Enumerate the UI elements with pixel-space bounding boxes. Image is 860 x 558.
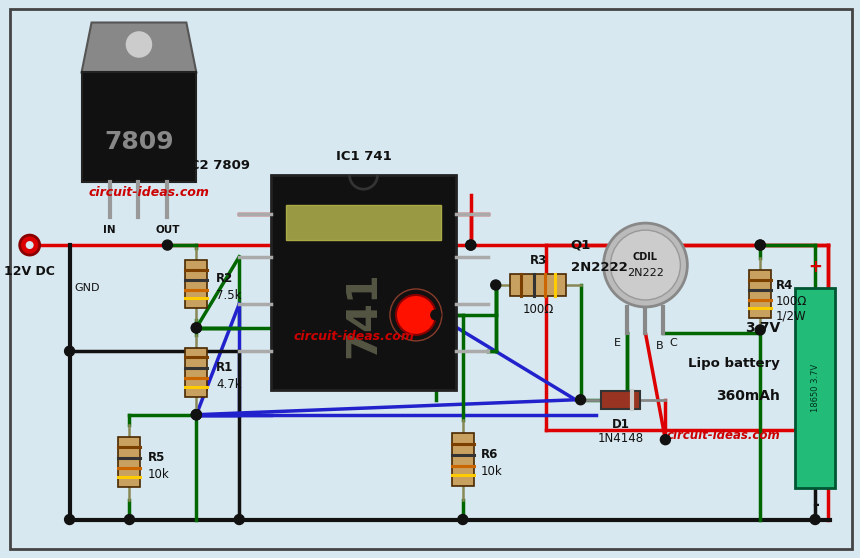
Circle shape bbox=[810, 514, 820, 525]
Text: R1: R1 bbox=[217, 361, 234, 374]
Text: IC2 7809: IC2 7809 bbox=[186, 158, 250, 172]
Bar bbox=[186, 348, 207, 397]
Circle shape bbox=[755, 240, 765, 250]
Bar bbox=[271, 175, 456, 390]
Text: R3: R3 bbox=[530, 254, 547, 267]
Text: 18650 3.7V: 18650 3.7V bbox=[811, 364, 820, 412]
Text: +: + bbox=[808, 258, 822, 276]
Circle shape bbox=[431, 310, 441, 320]
Bar bbox=[600, 391, 641, 409]
Circle shape bbox=[491, 280, 501, 290]
Bar bbox=[186, 260, 207, 307]
Circle shape bbox=[26, 241, 34, 249]
Text: 100Ω: 100Ω bbox=[777, 295, 808, 309]
Text: E: E bbox=[614, 338, 621, 348]
Circle shape bbox=[604, 223, 687, 307]
Bar bbox=[796, 288, 835, 488]
Circle shape bbox=[64, 346, 75, 356]
Text: R5: R5 bbox=[147, 451, 165, 464]
Text: 10k: 10k bbox=[147, 468, 169, 480]
Text: GND: GND bbox=[75, 283, 100, 293]
Bar bbox=[510, 274, 566, 296]
Text: 7809: 7809 bbox=[104, 130, 174, 154]
Circle shape bbox=[20, 235, 40, 255]
Text: R4: R4 bbox=[777, 280, 794, 292]
Text: 1/2W: 1/2W bbox=[777, 310, 807, 323]
Text: R6: R6 bbox=[481, 448, 498, 461]
Circle shape bbox=[191, 323, 201, 333]
Polygon shape bbox=[82, 22, 196, 73]
Text: LED1: LED1 bbox=[402, 345, 430, 355]
Circle shape bbox=[234, 514, 244, 525]
Text: 100Ω: 100Ω bbox=[523, 303, 554, 316]
Circle shape bbox=[611, 230, 680, 300]
Text: +: + bbox=[441, 300, 452, 314]
Bar bbox=[749, 270, 771, 318]
Bar bbox=[286, 205, 441, 240]
Text: C: C bbox=[669, 338, 678, 348]
Text: 3.7V: 3.7V bbox=[745, 321, 780, 335]
Text: OUT: OUT bbox=[155, 225, 180, 235]
Text: CDIL: CDIL bbox=[633, 252, 658, 262]
Circle shape bbox=[396, 295, 436, 335]
Circle shape bbox=[191, 410, 201, 420]
Text: -: - bbox=[812, 496, 819, 513]
Bar bbox=[82, 73, 196, 182]
Text: IN: IN bbox=[103, 225, 116, 235]
Text: B: B bbox=[655, 341, 663, 351]
Circle shape bbox=[755, 325, 765, 335]
Bar bbox=[119, 437, 140, 487]
Circle shape bbox=[466, 240, 476, 250]
Text: R2: R2 bbox=[217, 272, 234, 286]
Circle shape bbox=[64, 514, 75, 525]
Circle shape bbox=[191, 323, 201, 333]
Text: D1: D1 bbox=[611, 418, 630, 431]
Circle shape bbox=[575, 395, 586, 405]
Circle shape bbox=[125, 514, 134, 525]
Circle shape bbox=[191, 410, 201, 420]
Text: circuit-ideas.com: circuit-ideas.com bbox=[89, 186, 209, 199]
Text: 12V DC: 12V DC bbox=[4, 265, 55, 278]
Text: circuit-ideas.com: circuit-ideas.com bbox=[293, 330, 414, 343]
Text: 10k: 10k bbox=[481, 465, 502, 478]
Text: Lipo battery: Lipo battery bbox=[688, 357, 780, 371]
Circle shape bbox=[660, 435, 671, 445]
Circle shape bbox=[191, 410, 201, 420]
Text: 360mAh: 360mAh bbox=[716, 389, 780, 403]
Circle shape bbox=[458, 514, 468, 525]
Circle shape bbox=[125, 31, 153, 59]
Circle shape bbox=[755, 240, 765, 250]
Text: -: - bbox=[441, 316, 445, 330]
Text: 741: 741 bbox=[342, 271, 384, 358]
Text: 2N2222: 2N2222 bbox=[570, 261, 627, 273]
Text: Q1: Q1 bbox=[570, 239, 591, 252]
Bar bbox=[452, 434, 474, 486]
Circle shape bbox=[466, 240, 476, 250]
Text: IC1 741: IC1 741 bbox=[335, 150, 391, 163]
Circle shape bbox=[163, 240, 172, 250]
Text: circuit-ideas.com: circuit-ideas.com bbox=[666, 429, 780, 442]
Text: 2N222: 2N222 bbox=[627, 268, 664, 278]
Text: 1N4148: 1N4148 bbox=[598, 432, 643, 445]
Text: 7.5k: 7.5k bbox=[217, 290, 242, 302]
Text: 4.7k: 4.7k bbox=[217, 378, 242, 391]
